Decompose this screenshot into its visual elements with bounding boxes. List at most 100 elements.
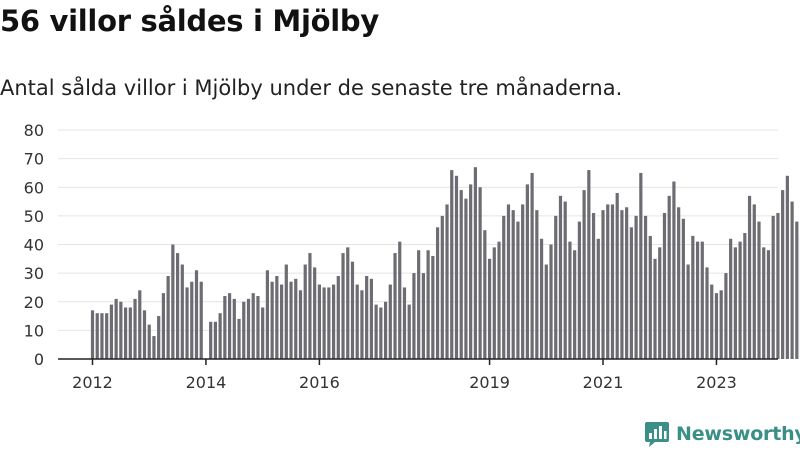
bar <box>114 298 118 359</box>
bar <box>785 175 789 359</box>
bar <box>402 287 407 359</box>
x-tick-label: 2019 <box>469 373 510 392</box>
brand-name: Newsworthy <box>676 423 800 445</box>
bar <box>109 304 114 359</box>
bar <box>738 241 742 359</box>
bar-series <box>90 167 800 360</box>
bar <box>459 190 463 359</box>
bar <box>246 298 251 359</box>
bar <box>142 310 147 359</box>
bar <box>606 204 610 359</box>
bar <box>194 270 199 359</box>
bar <box>747 195 752 359</box>
y-tick-label: 30 <box>24 264 44 283</box>
bar <box>190 281 194 359</box>
bar <box>242 301 246 359</box>
bar <box>710 284 714 359</box>
bar <box>237 318 241 359</box>
bar <box>724 273 728 360</box>
bar <box>365 275 369 359</box>
bar <box>487 258 492 359</box>
bar <box>152 336 156 359</box>
bar <box>379 307 383 359</box>
bar <box>355 284 359 359</box>
bar <box>431 255 435 359</box>
bar <box>171 244 175 359</box>
bar <box>639 172 643 359</box>
bar <box>374 304 378 359</box>
bar <box>766 250 771 359</box>
bar <box>388 284 392 359</box>
bar <box>289 281 293 359</box>
bar <box>464 198 468 359</box>
bar <box>209 321 213 359</box>
y-tick-label: 10 <box>24 321 44 340</box>
bar <box>601 210 605 359</box>
bar <box>506 204 511 359</box>
bar <box>625 207 629 359</box>
bar <box>573 250 577 359</box>
y-axis-labels: 0 10 20 30 40 50 60 70 80 <box>24 121 44 369</box>
bar <box>686 264 690 359</box>
y-tick-label: 0 <box>34 350 44 369</box>
bar <box>426 250 430 359</box>
bar <box>398 241 402 359</box>
x-axis: 2012201420162019202120232025 <box>58 358 778 392</box>
bar <box>393 253 397 359</box>
bar <box>383 301 388 359</box>
bar <box>213 321 217 359</box>
bar <box>473 167 477 359</box>
bar <box>705 267 709 359</box>
bar <box>610 204 615 359</box>
bar <box>298 290 303 359</box>
bar <box>577 221 581 359</box>
bar <box>658 247 662 359</box>
bar <box>218 313 222 359</box>
bar <box>757 221 761 359</box>
bar <box>294 278 298 359</box>
y-tick-label: 50 <box>24 207 44 226</box>
bar <box>563 201 567 359</box>
bar <box>719 290 723 359</box>
bar <box>672 181 676 359</box>
bar <box>511 210 515 359</box>
bar <box>677 207 681 359</box>
bar <box>667 195 671 359</box>
newsworthy-logo-icon <box>645 422 669 447</box>
bar <box>582 190 586 359</box>
bar <box>733 247 737 359</box>
bar <box>133 298 137 359</box>
y-tick-label: 20 <box>24 293 44 312</box>
bar <box>417 250 421 359</box>
bar <box>771 215 775 360</box>
bar <box>95 313 99 359</box>
bar <box>360 290 364 359</box>
bar <box>691 235 695 359</box>
bar <box>781 190 785 359</box>
x-tick-label: 2021 <box>583 373 624 392</box>
y-tick-label: 40 <box>24 236 44 255</box>
page-title: 56 villor såldes i Mjölby <box>0 4 379 38</box>
bar <box>261 307 265 359</box>
bar <box>256 296 260 359</box>
y-tick-label: 80 <box>24 121 44 140</box>
bar <box>166 275 170 359</box>
bar <box>469 184 473 359</box>
bar <box>346 247 350 359</box>
bar <box>762 247 766 359</box>
bar <box>535 210 539 359</box>
bar <box>350 261 355 359</box>
bar <box>251 293 255 359</box>
bar <box>450 170 454 359</box>
bar <box>454 175 459 359</box>
bar <box>629 227 633 359</box>
bar <box>752 204 756 359</box>
bar <box>100 313 104 359</box>
bar <box>369 278 373 359</box>
bar <box>776 213 780 359</box>
bar <box>795 221 799 359</box>
bar <box>90 310 95 359</box>
bar <box>502 215 506 360</box>
bar <box>157 316 161 359</box>
bar <box>714 293 719 359</box>
